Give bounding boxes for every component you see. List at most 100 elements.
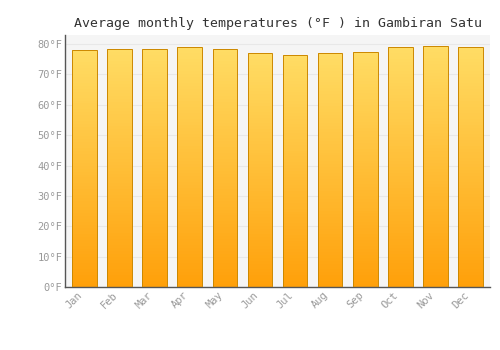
Bar: [388, 47, 412, 50]
Bar: [458, 161, 483, 164]
Bar: [283, 55, 308, 287]
Bar: [388, 149, 412, 152]
Bar: [424, 139, 448, 142]
Bar: [212, 186, 237, 189]
Bar: [353, 105, 378, 107]
Bar: [212, 88, 237, 90]
Bar: [178, 227, 202, 230]
Bar: [142, 63, 167, 66]
Bar: [248, 59, 272, 62]
Bar: [283, 66, 308, 69]
Bar: [353, 269, 378, 272]
Bar: [318, 68, 342, 71]
Bar: [72, 98, 96, 100]
Bar: [107, 132, 132, 135]
Bar: [142, 242, 167, 245]
Bar: [388, 206, 412, 209]
Bar: [388, 278, 412, 281]
Bar: [318, 112, 342, 114]
Bar: [283, 214, 308, 217]
Bar: [283, 133, 308, 136]
Bar: [424, 160, 448, 163]
Bar: [142, 272, 167, 275]
Bar: [212, 129, 237, 132]
Bar: [248, 82, 272, 85]
Bar: [107, 216, 132, 218]
Bar: [318, 56, 342, 59]
Bar: [353, 175, 378, 178]
Bar: [458, 101, 483, 104]
Bar: [248, 266, 272, 270]
Bar: [178, 158, 202, 161]
Bar: [178, 239, 202, 242]
Bar: [458, 209, 483, 212]
Bar: [142, 245, 167, 248]
Bar: [458, 263, 483, 266]
Bar: [248, 158, 272, 161]
Bar: [107, 203, 132, 206]
Bar: [353, 119, 378, 122]
Bar: [353, 272, 378, 275]
Bar: [424, 100, 448, 103]
Bar: [353, 275, 378, 278]
Bar: [458, 107, 483, 110]
Bar: [248, 182, 272, 185]
Bar: [142, 197, 167, 201]
Bar: [107, 197, 132, 201]
Bar: [458, 233, 483, 236]
Bar: [178, 86, 202, 89]
Bar: [248, 179, 272, 182]
Bar: [107, 236, 132, 239]
Bar: [318, 88, 342, 91]
Bar: [72, 245, 96, 248]
Bar: [142, 93, 167, 96]
Bar: [107, 239, 132, 242]
Bar: [388, 134, 412, 137]
Bar: [72, 201, 96, 204]
Bar: [178, 209, 202, 212]
Bar: [212, 84, 237, 88]
Bar: [212, 236, 237, 239]
Bar: [353, 160, 378, 163]
Bar: [424, 275, 448, 278]
Bar: [248, 100, 272, 103]
Bar: [318, 132, 342, 135]
Bar: [388, 275, 412, 278]
Bar: [353, 78, 378, 81]
Bar: [458, 77, 483, 80]
Bar: [178, 164, 202, 167]
Bar: [388, 191, 412, 194]
Bar: [458, 65, 483, 68]
Bar: [178, 251, 202, 254]
Bar: [388, 170, 412, 173]
Bar: [212, 180, 237, 183]
Bar: [107, 135, 132, 138]
Bar: [318, 205, 342, 208]
Bar: [248, 188, 272, 190]
Bar: [283, 270, 308, 273]
Bar: [142, 168, 167, 171]
Bar: [318, 225, 342, 229]
Bar: [388, 143, 412, 146]
Bar: [212, 195, 237, 198]
Bar: [458, 56, 483, 59]
Bar: [458, 185, 483, 188]
Bar: [424, 118, 448, 121]
Bar: [72, 53, 96, 56]
Bar: [212, 228, 237, 230]
Bar: [318, 155, 342, 159]
Bar: [178, 149, 202, 152]
Bar: [72, 231, 96, 234]
Bar: [388, 281, 412, 284]
Bar: [107, 218, 132, 222]
Bar: [388, 137, 412, 140]
Bar: [283, 223, 308, 226]
Bar: [178, 104, 202, 107]
Bar: [248, 234, 272, 237]
Bar: [72, 180, 96, 183]
Bar: [248, 199, 272, 202]
Bar: [283, 84, 308, 87]
Bar: [283, 153, 308, 156]
Bar: [212, 272, 237, 275]
Bar: [72, 121, 96, 124]
